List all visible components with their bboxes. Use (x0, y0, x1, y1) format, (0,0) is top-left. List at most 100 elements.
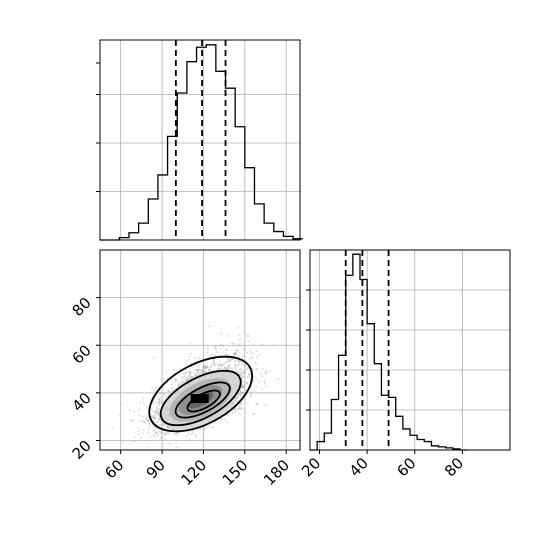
joint-sample-point (164, 433, 167, 436)
joint-sample-point (175, 431, 178, 434)
joint-sample-point (146, 445, 149, 448)
joint-sample-point (242, 392, 244, 394)
joint-sample-point (155, 420, 158, 423)
joint-sample-point (156, 432, 158, 434)
joint-sample-point (222, 351, 225, 354)
joint-sample-point (213, 360, 216, 363)
joint-sample-point (277, 378, 280, 380)
joint-sample-point (174, 371, 177, 374)
joint-sample-point (118, 413, 121, 416)
joint-sample-point (205, 365, 208, 367)
joint-sample-point (150, 415, 153, 418)
joint-sample-point (142, 402, 145, 404)
joint-sample-point (195, 433, 198, 436)
joint-sample-point (233, 403, 236, 405)
joint-sample-point (261, 375, 264, 378)
joint-sample-point (152, 414, 155, 417)
joint-sample-point (220, 364, 223, 367)
joint-sample-point (232, 410, 235, 413)
joint-sample-point (240, 401, 243, 404)
joint-x-ticks: 60 90 120 150 180 (101, 450, 293, 489)
joint-contour (148, 355, 254, 433)
joint-sample-point (243, 381, 246, 384)
joint-sample-point (266, 369, 269, 372)
joint-sample-point (217, 364, 220, 366)
joint-sample-point (209, 353, 212, 356)
joint-sample-point (220, 343, 223, 346)
joint-sample-point (224, 367, 227, 370)
joint-sample-point (248, 373, 251, 376)
joint-sample-point (249, 352, 252, 355)
joint-sample-point (273, 344, 276, 347)
joint-sample-point (202, 366, 205, 369)
joint-sample-point (206, 351, 209, 354)
joint-sample-point (230, 367, 233, 370)
joint-contour (159, 369, 242, 427)
joint-sample-point (143, 421, 146, 424)
joint-sample-point (208, 369, 211, 372)
joint-sample-point (131, 419, 134, 422)
hist-panel-param1 (96, 39, 303, 241)
joint-sample-point (265, 385, 268, 388)
joint-sample-point (238, 370, 241, 373)
joint-sample-point (243, 376, 245, 378)
joint-sample-point (234, 353, 237, 356)
joint-sample-point (209, 369, 212, 372)
joint-sample-point (243, 371, 246, 374)
joint-sample-point (120, 402, 123, 405)
joint-sample-point (204, 370, 207, 373)
joint-sample-point (179, 381, 182, 384)
joint-sample-point (240, 402, 243, 405)
joint-sample-point (154, 411, 157, 414)
joint-sample-point (269, 370, 272, 373)
joint-sample-point (247, 340, 250, 342)
joint-sample-point (217, 368, 220, 371)
joint-sample-point (239, 407, 242, 410)
joint-sample-point (163, 433, 166, 436)
joint-sample-point (255, 362, 258, 365)
joint-sample-point (147, 419, 150, 422)
joint-sample-point (189, 373, 192, 375)
joint-sample-point (199, 371, 202, 374)
joint-sample-point (249, 350, 252, 352)
hist-panel-param2: 20 40 60 80 (298, 249, 511, 480)
joint-sample-point (203, 364, 206, 367)
joint-sample-point (189, 342, 192, 344)
joint-sample-point (265, 373, 268, 375)
joint-sample-point (255, 368, 258, 371)
joint-sample-point (221, 367, 224, 370)
joint-sample-point (186, 376, 188, 379)
joint-sample-point (209, 365, 212, 368)
joint-sample-point (256, 356, 259, 359)
joint-y-tick-label: 80 (69, 294, 95, 320)
joint-sample-point (219, 332, 222, 335)
joint-sample-point (162, 431, 165, 434)
joint-sample-point (152, 402, 155, 405)
joint-sample-point (221, 345, 224, 348)
joint-sample-point (261, 367, 264, 370)
joint-sample-point (226, 413, 229, 416)
joint-sample-point (208, 368, 211, 371)
joint-sample-point (155, 413, 158, 416)
joint-sample-point (238, 368, 241, 370)
hist1-grid (100, 40, 300, 240)
joint-sample-point (248, 373, 250, 376)
joint-frame (99, 249, 301, 451)
joint-sample-point (236, 350, 239, 352)
joint-sample-point (145, 417, 148, 420)
hist2-x-tick-label: 40 (346, 454, 372, 480)
joint-sample-point (147, 428, 150, 431)
joint-sample-point (169, 442, 172, 445)
joint-sample-point (150, 408, 153, 411)
joint-sample-point (148, 426, 151, 429)
joint-sample-point (167, 389, 170, 392)
joint-x-tick-label: 60 (101, 456, 127, 482)
joint-sample-point (155, 412, 158, 414)
joint-sample-point (219, 361, 222, 364)
joint-sample-point (250, 394, 252, 396)
joint-sample-point (242, 386, 245, 389)
joint-sample-point (239, 393, 242, 396)
joint-sample-point (155, 431, 157, 434)
joint-sample-point (185, 371, 188, 374)
joint-sample-point (263, 381, 266, 384)
